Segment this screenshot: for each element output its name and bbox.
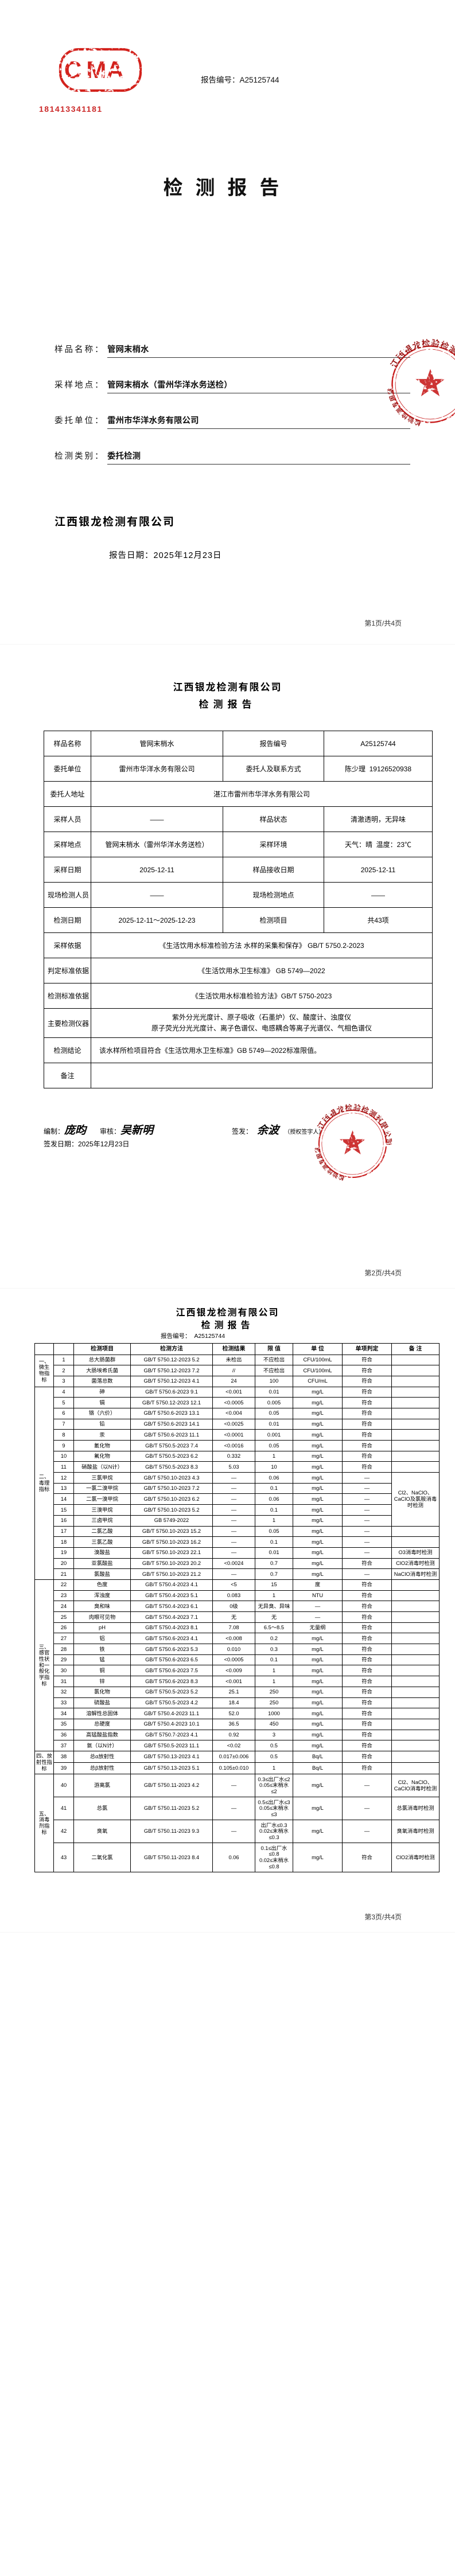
- svg-text:C: C: [64, 56, 81, 83]
- svg-text:MA: MA: [86, 56, 123, 83]
